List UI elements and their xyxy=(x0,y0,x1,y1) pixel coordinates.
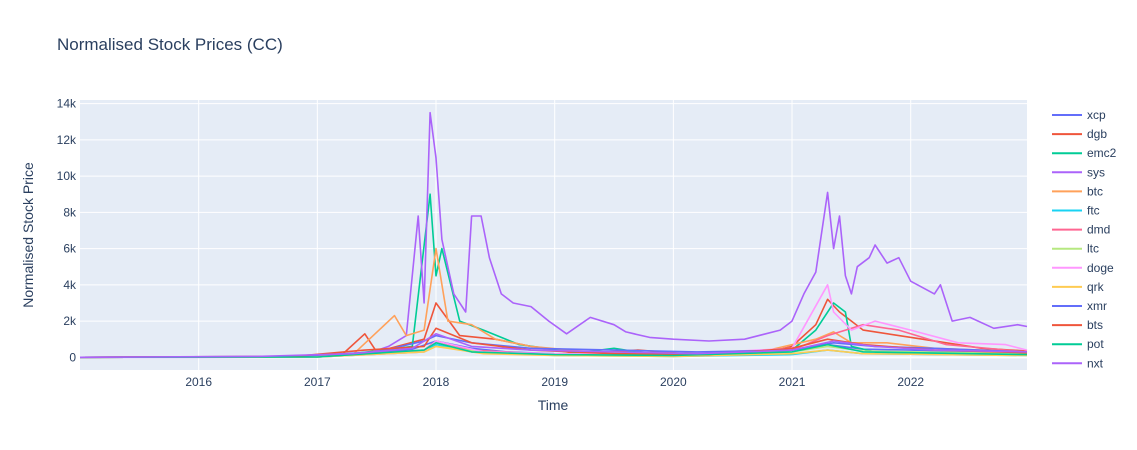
y-tick-label: 10k xyxy=(57,169,77,183)
y-tick-label: 12k xyxy=(57,133,77,147)
series-line-qrk xyxy=(79,345,1028,359)
plot-background xyxy=(80,100,1027,370)
series-line-pot xyxy=(79,342,1028,359)
y-tick-label: 0 xyxy=(69,350,76,364)
legend-label-dmd[interactable]: dmd xyxy=(1087,223,1110,237)
legend-label-nxt[interactable]: nxt xyxy=(1087,356,1104,370)
y-tick-label: 2k xyxy=(63,314,77,328)
y-tick-label: 8k xyxy=(63,205,77,219)
x-tick-label: 2016 xyxy=(185,375,212,389)
tick-labels: 0 2k 4k 6k 8k 10k 12k 14k 2016 2017 2018 2019 2020 20… xyxy=(57,97,925,389)
y-axis-title: Normalised Stock Price xyxy=(20,162,36,308)
legend: xcp dgb emc2 sys btc ftc dmd ltc doge qrk xmr bts po… xyxy=(1052,108,1117,370)
x-tick-label: 2017 xyxy=(304,375,331,389)
x-tick-label: 2022 xyxy=(897,375,924,389)
y-tick-label: 6k xyxy=(63,242,77,256)
legend-label-btc[interactable]: btc xyxy=(1087,184,1103,198)
x-tick-label: 2019 xyxy=(541,375,568,389)
x-tick-label: 2021 xyxy=(779,375,806,389)
legend-label-emc2[interactable]: emc2 xyxy=(1087,146,1117,160)
legend-label-xcp[interactable]: xcp xyxy=(1087,108,1106,122)
legend-label-dgb[interactable]: dgb xyxy=(1087,127,1107,141)
legend-label-pot[interactable]: pot xyxy=(1087,337,1104,351)
series-line-sys xyxy=(80,111,1028,359)
x-tick-label: 2020 xyxy=(660,375,687,389)
legend-label-sys[interactable]: sys xyxy=(1087,165,1105,179)
x-axis-title: Time xyxy=(538,397,569,413)
y-tick-label: 4k xyxy=(63,278,77,292)
series-line-btc xyxy=(79,247,1028,359)
series-line-nxt xyxy=(79,333,1028,359)
x-tick-label: 2018 xyxy=(423,375,450,389)
legend-label-qrk[interactable]: qrk xyxy=(1087,280,1105,294)
series-lines xyxy=(79,111,1028,359)
legend-label-ftc[interactable]: ftc xyxy=(1087,204,1100,218)
legend-label-doge[interactable]: doge xyxy=(1087,261,1114,275)
chart-title: Normalised Stock Prices (CC) xyxy=(57,35,283,54)
legend-label-bts[interactable]: bts xyxy=(1087,318,1103,332)
legend-label-ltc[interactable]: ltc xyxy=(1087,242,1099,256)
y-tick-label: 14k xyxy=(57,97,77,111)
legend-label-xmr[interactable]: xmr xyxy=(1087,299,1107,313)
grid xyxy=(80,100,1027,370)
